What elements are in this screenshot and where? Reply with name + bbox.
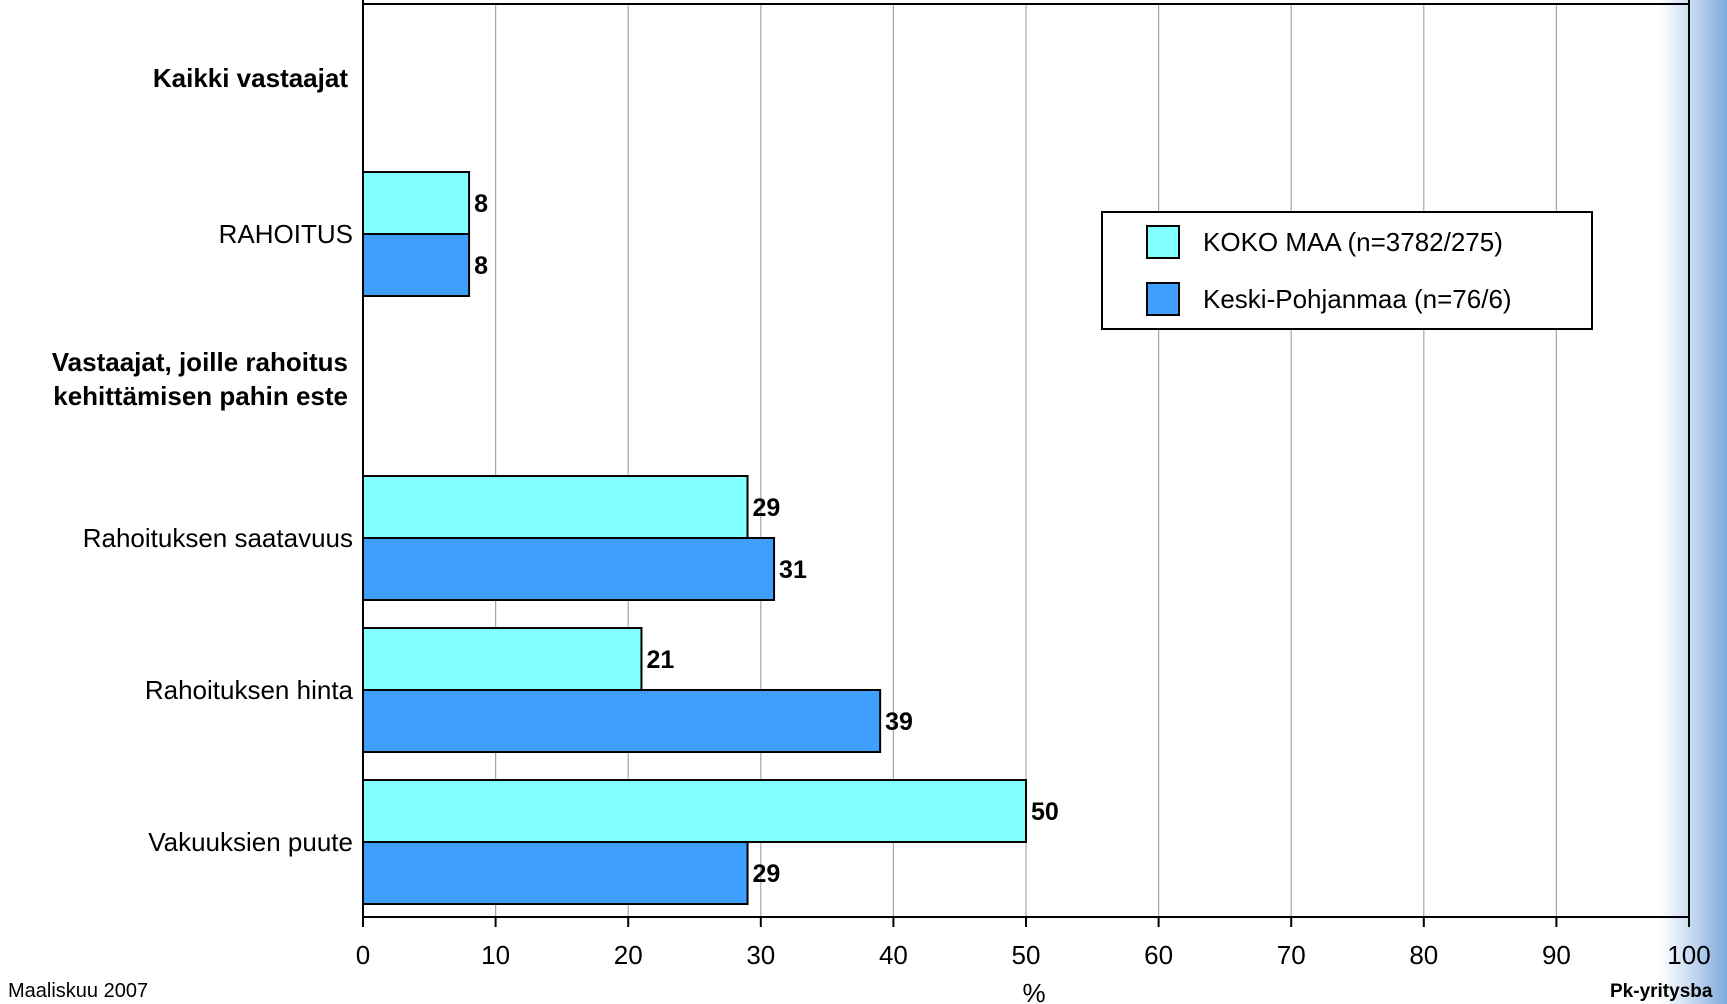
value-label-2-series-1: 29 bbox=[753, 494, 781, 522]
bar-2-series-2 bbox=[362, 537, 776, 601]
footer-date: Maaliskuu 2007 bbox=[8, 980, 149, 1002]
value-label-1-series-2: 8 bbox=[474, 252, 488, 280]
value-label-3-series-1: 21 bbox=[646, 646, 674, 674]
value-label-4-series-1: 50 bbox=[1031, 798, 1059, 826]
section-heading-2-line-2: kehittämisen pahin este bbox=[53, 381, 348, 411]
value-label-4-series-2: 29 bbox=[753, 860, 781, 888]
tick-label-60: 60 bbox=[1144, 940, 1173, 970]
tick-label-0: 0 bbox=[356, 940, 370, 970]
tick-labels: 0 10 20 30 40 50 60 70 80 90 100 bbox=[356, 917, 1711, 970]
value-label-3-series-2: 39 bbox=[885, 708, 913, 736]
section-heading-1: Kaikki vastaajat bbox=[153, 63, 348, 93]
legend: KOKO MAA (n=3782/275) Keski-Pohjanmaa (n=… bbox=[1101, 211, 1593, 330]
legend-label-1: KOKO MAA (n=3782/275) bbox=[1203, 227, 1503, 257]
tick-label-10: 10 bbox=[481, 940, 510, 970]
tick-label-20: 20 bbox=[614, 940, 643, 970]
bar-3-series-1 bbox=[362, 627, 643, 691]
category-label-1: RAHOITUS bbox=[219, 219, 353, 249]
bar-1-series-1 bbox=[362, 171, 471, 235]
edge-glow bbox=[1660, 0, 1727, 1004]
legend-swatch-1 bbox=[1146, 225, 1180, 259]
legend-label-2: Keski-Pohjanmaa (n=76/6) bbox=[1203, 284, 1512, 314]
gridlines bbox=[495, 4, 1558, 917]
x-axis-label: % bbox=[1022, 978, 1045, 1004]
tick-label-90: 90 bbox=[1542, 940, 1571, 970]
section-heading-2-line-1: Vastaajat, joille rahoitus bbox=[52, 347, 348, 377]
value-label-1-series-1: 8 bbox=[474, 190, 488, 218]
tick-label-70: 70 bbox=[1277, 940, 1306, 970]
value-label-2-series-2: 31 bbox=[779, 556, 807, 584]
footer-source: Pk-yritysba bbox=[1610, 981, 1713, 1002]
category-label-4: Vakuuksien puute bbox=[148, 827, 353, 857]
category-label-2: Rahoituksen saatavuus bbox=[83, 523, 353, 553]
tick-label-30: 30 bbox=[746, 940, 775, 970]
bar-3-series-2 bbox=[362, 689, 882, 753]
category-label-3: Rahoituksen hinta bbox=[145, 675, 354, 705]
tick-label-50: 50 bbox=[1012, 940, 1041, 970]
bar-2-series-1 bbox=[362, 475, 749, 539]
bar-1-series-2 bbox=[362, 233, 471, 297]
bar-4-series-1 bbox=[362, 779, 1027, 843]
legend-swatch-2 bbox=[1146, 282, 1180, 316]
tick-label-80: 80 bbox=[1409, 940, 1438, 970]
bars: 8 8 29 31 21 39 50 29 bbox=[362, 171, 1059, 905]
tick-label-40: 40 bbox=[879, 940, 908, 970]
category-labels: Kaikki vastaajat Vastaajat, joille rahoit… bbox=[52, 63, 354, 857]
tick-label-100: 100 bbox=[1667, 940, 1710, 970]
bar-4-series-2 bbox=[362, 841, 749, 905]
legend-box bbox=[1101, 211, 1593, 330]
